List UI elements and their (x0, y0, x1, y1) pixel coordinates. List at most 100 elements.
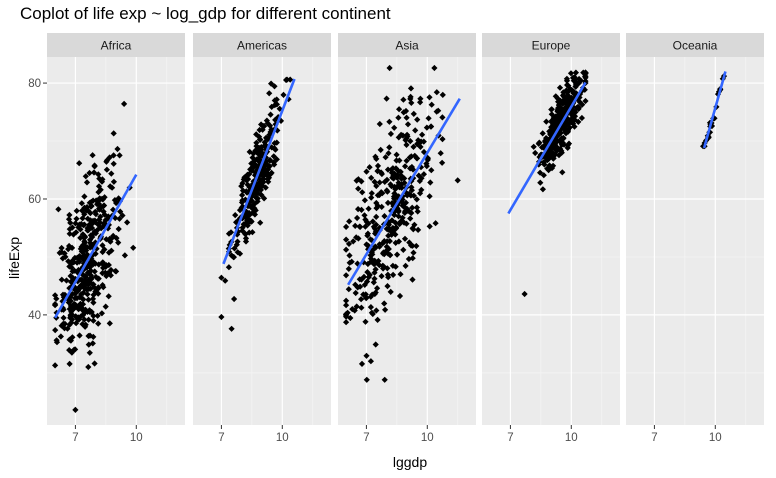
data-point (361, 197, 368, 204)
data-point (99, 242, 106, 249)
y-tick-label: 60 (28, 194, 41, 206)
data-point (242, 235, 250, 242)
data-point (85, 207, 92, 214)
facet-strip (47, 33, 185, 57)
data-point (107, 266, 115, 274)
data-point (84, 251, 91, 258)
data-point (80, 289, 87, 296)
data-point (354, 284, 361, 291)
data-point (360, 259, 367, 266)
data-point (110, 160, 117, 167)
data-point (114, 145, 121, 153)
data-point (362, 216, 369, 223)
data-point (399, 214, 406, 221)
data-point (283, 76, 290, 84)
data-point (72, 220, 79, 227)
data-point (548, 106, 555, 113)
data-point (91, 360, 98, 367)
data-point (79, 277, 86, 284)
data-point (552, 93, 559, 100)
data-point (395, 179, 402, 186)
data-point (382, 306, 389, 313)
data-point (69, 291, 76, 298)
facet-panel-americas: Americas (193, 33, 331, 425)
panel-background (47, 57, 185, 425)
data-point (417, 143, 424, 150)
data-point (239, 197, 246, 204)
data-point (404, 121, 412, 128)
data-point (262, 142, 269, 149)
data-point (103, 157, 111, 164)
data-point (67, 337, 74, 344)
y-axis: 40 60 80 (28, 78, 47, 322)
data-point (248, 165, 255, 172)
data-point (372, 230, 379, 237)
data-point (560, 135, 567, 142)
data-point (560, 92, 567, 99)
data-point (389, 262, 396, 269)
x-tick-label: 7 (72, 432, 78, 444)
data-point (367, 304, 374, 311)
data-point (367, 258, 374, 265)
data-point (246, 229, 253, 236)
data-point (424, 155, 431, 162)
data-point (95, 290, 102, 297)
data-point (257, 159, 264, 166)
data-point (92, 211, 99, 218)
data-point (358, 360, 366, 367)
facet-strip-label: Asia (395, 39, 419, 53)
data-point (573, 81, 580, 88)
data-point (70, 346, 78, 353)
data-point (393, 151, 400, 158)
data-point (391, 183, 398, 190)
data-point (382, 154, 389, 161)
data-point (363, 294, 370, 301)
data-point (374, 162, 382, 169)
data-point (65, 246, 72, 253)
data-point (381, 251, 388, 258)
data-point (218, 313, 225, 321)
data-point (95, 275, 102, 282)
data-point (406, 239, 413, 246)
data-point (400, 246, 407, 253)
data-point (72, 287, 79, 294)
data-point (77, 234, 84, 241)
data-point (363, 352, 370, 359)
data-point (420, 171, 427, 178)
data-point (345, 265, 352, 272)
data-point (543, 135, 550, 142)
data-point (92, 273, 99, 280)
data-point (374, 316, 381, 323)
data-point (55, 206, 62, 213)
data-point (91, 268, 98, 275)
data-point (70, 275, 77, 282)
data-point (96, 219, 104, 226)
data-point (101, 194, 108, 201)
data-point (376, 179, 383, 186)
data-point (372, 341, 379, 348)
data-point (61, 325, 68, 332)
data-point (564, 115, 571, 122)
data-point (556, 146, 563, 153)
x-tick-label: 7 (651, 432, 657, 444)
data-point (95, 171, 102, 178)
data-point (261, 195, 268, 202)
data-point (384, 188, 391, 195)
data-point (97, 213, 104, 220)
data-point (81, 234, 88, 242)
data-point (388, 217, 396, 224)
data-point (225, 264, 232, 271)
data-point (376, 241, 383, 248)
data-point (113, 199, 120, 207)
fit-line (222, 78, 296, 265)
data-point (110, 178, 117, 185)
data-point (395, 213, 402, 220)
data-point (557, 138, 564, 145)
data-point (105, 249, 113, 256)
data-point (266, 156, 274, 164)
data-point (543, 118, 550, 125)
data-point (352, 289, 359, 297)
data-point (59, 255, 66, 262)
data-point (365, 274, 372, 281)
facet-strip-label: Africa (101, 39, 132, 53)
